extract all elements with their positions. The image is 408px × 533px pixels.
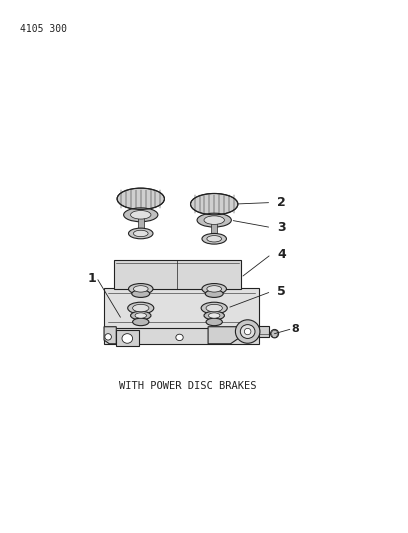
Bar: [211, 220, 217, 236]
Ellipse shape: [129, 228, 153, 239]
Ellipse shape: [124, 208, 158, 222]
Ellipse shape: [204, 216, 224, 224]
Ellipse shape: [271, 329, 279, 338]
Text: 8: 8: [292, 324, 299, 334]
Text: 4: 4: [277, 248, 286, 261]
Bar: [104, 327, 259, 344]
Ellipse shape: [208, 313, 220, 318]
Ellipse shape: [207, 286, 222, 292]
Text: 3: 3: [277, 221, 286, 234]
Ellipse shape: [131, 211, 151, 219]
Ellipse shape: [133, 230, 148, 237]
Ellipse shape: [205, 290, 223, 297]
Ellipse shape: [202, 284, 226, 294]
Bar: [138, 215, 144, 231]
Ellipse shape: [191, 193, 238, 215]
Ellipse shape: [201, 302, 227, 314]
Bar: [114, 260, 241, 289]
Ellipse shape: [133, 304, 149, 312]
Ellipse shape: [197, 213, 231, 227]
Ellipse shape: [122, 334, 133, 343]
Text: 5: 5: [277, 285, 286, 298]
Ellipse shape: [244, 328, 251, 335]
Ellipse shape: [128, 302, 154, 314]
Ellipse shape: [176, 334, 183, 341]
Ellipse shape: [132, 290, 150, 297]
Bar: [259, 326, 269, 337]
Text: 2: 2: [277, 196, 286, 209]
Ellipse shape: [129, 284, 153, 294]
Polygon shape: [104, 327, 116, 344]
Text: 4105 300: 4105 300: [20, 24, 67, 34]
Ellipse shape: [207, 236, 222, 242]
Ellipse shape: [117, 188, 164, 209]
Bar: [104, 288, 259, 328]
Ellipse shape: [240, 325, 255, 338]
Ellipse shape: [133, 286, 148, 292]
Bar: [116, 330, 139, 346]
Ellipse shape: [206, 304, 222, 312]
Ellipse shape: [131, 311, 151, 320]
Ellipse shape: [235, 320, 260, 343]
Ellipse shape: [133, 318, 149, 326]
Text: 1: 1: [88, 272, 96, 285]
Ellipse shape: [105, 334, 111, 340]
Text: WITH POWER DISC BRAKES: WITH POWER DISC BRAKES: [119, 382, 257, 391]
Ellipse shape: [135, 313, 146, 318]
Ellipse shape: [202, 233, 226, 244]
Polygon shape: [208, 327, 259, 344]
Ellipse shape: [206, 318, 222, 326]
Ellipse shape: [204, 311, 224, 320]
